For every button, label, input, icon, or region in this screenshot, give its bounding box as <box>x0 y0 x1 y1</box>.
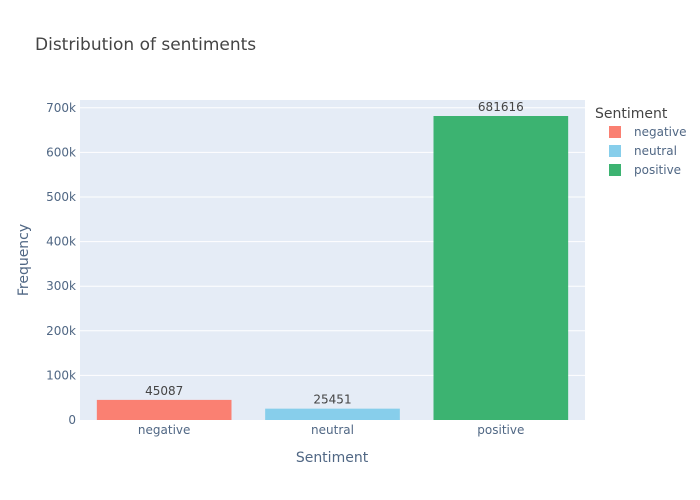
data-label-negative: 45087 <box>145 384 183 398</box>
y-tick-label: 500k <box>46 190 76 204</box>
y-tick-label: 700k <box>46 101 76 115</box>
y-tick-label: 600k <box>46 145 76 159</box>
legend: Sentiment negative neutral positive <box>595 106 686 177</box>
axis-ticks: 0 100k 200k 300k 400k 500k 600k 700k negative neu… <box>46 101 524 437</box>
legend-label-negative[interactable]: negative <box>634 125 686 139</box>
y-tick-label: 400k <box>46 235 76 249</box>
y-tick-label: 200k <box>46 324 76 338</box>
x-tick-label: negative <box>138 423 190 437</box>
bar-neutral[interactable] <box>265 408 400 420</box>
y-tick-label: 100k <box>46 368 76 382</box>
chart-title: Distribution of sentiments <box>35 35 256 55</box>
data-label-positive: 681616 <box>478 100 524 114</box>
x-tick-label: neutral <box>311 423 354 437</box>
legend-label-positive[interactable]: positive <box>634 163 681 177</box>
bars: 45087 25451 681616 <box>96 100 569 420</box>
y-tick-label: 0 <box>68 413 76 427</box>
legend-title: Sentiment <box>595 106 668 122</box>
x-axis-title: Sentiment <box>296 450 369 466</box>
bar-negative[interactable] <box>96 399 232 420</box>
y-tick-label: 300k <box>46 279 76 293</box>
bar-positive[interactable] <box>433 115 569 420</box>
legend-swatch-negative[interactable] <box>609 126 621 138</box>
legend-label-neutral[interactable]: neutral <box>634 144 677 158</box>
legend-swatch-positive[interactable] <box>609 164 621 176</box>
x-tick-label: positive <box>477 423 524 437</box>
legend-swatch-neutral[interactable] <box>609 145 621 157</box>
y-axis-title: Frequency <box>16 224 32 296</box>
data-label-neutral: 25451 <box>313 393 351 407</box>
